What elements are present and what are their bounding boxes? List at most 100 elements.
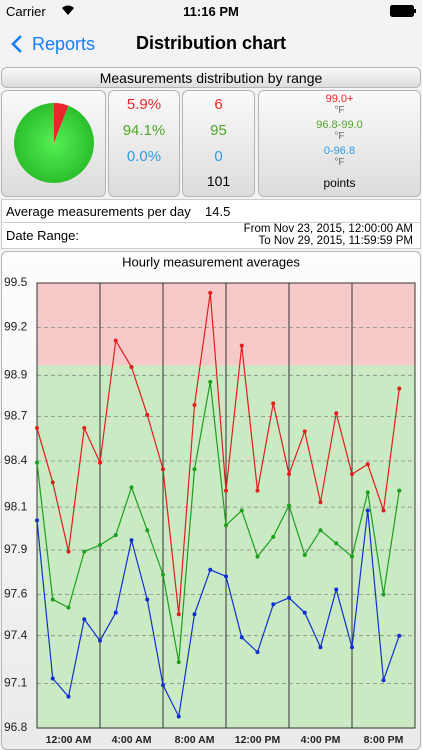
data-point: [397, 633, 402, 638]
percent-box: [108, 90, 180, 197]
back-chevron[interactable]: [10, 34, 24, 54]
y-tick-label: 96.8: [4, 720, 28, 734]
data-point: [113, 610, 118, 615]
x-tick-label: 4:00 PM: [301, 734, 341, 746]
data-point: [334, 587, 339, 592]
y-tick-label: 97.9: [4, 542, 28, 556]
data-point: [365, 508, 370, 513]
info-rows: [1, 199, 421, 249]
pie-slice: [14, 103, 94, 183]
distribution-header: Measurements distribution by range: [1, 67, 421, 88]
data-point: [302, 429, 307, 434]
data-point: [50, 597, 55, 602]
data-point: [176, 612, 181, 617]
data-point: [239, 635, 244, 640]
data-point: [161, 572, 165, 577]
data-point: [66, 694, 71, 699]
data-point: [239, 508, 244, 513]
data-point: [224, 523, 228, 528]
series-line: [36, 510, 400, 719]
data-point: [113, 338, 118, 343]
data-point: [350, 472, 354, 477]
legend-box: [258, 90, 421, 197]
wifi-icon: [62, 5, 74, 15]
y-tick-label: 97.1: [4, 676, 28, 690]
battery-icon: [390, 5, 416, 17]
data-point: [129, 538, 134, 543]
data-point: [224, 488, 228, 493]
data-point: [145, 528, 150, 533]
data-point: [302, 552, 307, 557]
data-point: [176, 714, 181, 719]
data-point: [334, 541, 339, 546]
row-divider: [1, 222, 421, 223]
data-point: [271, 534, 276, 539]
data-point: [192, 402, 197, 407]
data-point: [208, 567, 213, 572]
y-tick-label: 99.2: [4, 320, 28, 334]
total-count: 101: [206, 173, 231, 189]
data-point: [176, 660, 181, 665]
data-point: [145, 597, 150, 602]
range-unit: °F: [334, 157, 345, 168]
data-point: [397, 488, 402, 493]
count: 95: [210, 122, 227, 139]
range-label: 0-96.8: [323, 145, 356, 157]
range-unit: °F: [334, 105, 345, 116]
data-point: [98, 460, 102, 465]
distribution-title: Measurements distribution by range: [99, 70, 323, 86]
data-point: [66, 549, 71, 554]
data-point: [98, 543, 102, 548]
average-value: 14.5: [205, 204, 231, 219]
data-point: [98, 638, 102, 643]
series-line: [36, 381, 400, 663]
data-point: [129, 365, 134, 370]
data-point: [82, 617, 87, 622]
data-point: [287, 595, 291, 600]
chart-title: Hourly measurement averages: [122, 254, 300, 269]
y-tick-label: 98.1: [4, 499, 28, 513]
data-point: [287, 503, 291, 508]
back-button[interactable]: Reports: [32, 34, 96, 54]
x-tick-label: 8:00 AM: [175, 734, 215, 746]
x-tick-label: 12:00 PM: [235, 734, 281, 746]
date-from: From Nov 23, 2015, 12:00:00 AM: [243, 223, 413, 235]
count: 0: [214, 148, 223, 165]
data-point: [255, 488, 260, 493]
data-point: [255, 650, 260, 655]
data-point: [208, 379, 213, 384]
date-to: To Nov 29, 2015, 11:59:59 PM: [258, 235, 414, 247]
data-point: [35, 460, 39, 465]
data-point: [287, 472, 291, 477]
data-point: [381, 678, 386, 683]
pie-chart: [14, 103, 94, 183]
pie-slice: [54, 103, 69, 143]
data-point: [82, 549, 87, 554]
data-point: [224, 574, 228, 579]
data-point: [271, 602, 276, 607]
data-point: [255, 554, 260, 559]
data-point: [82, 426, 87, 431]
percent: 0.0%: [126, 148, 162, 165]
range-label: 96.8-99.0: [316, 119, 363, 131]
x-tick-label: 8:00 PM: [364, 734, 404, 746]
data-point: [129, 485, 134, 490]
y-tick-label: 98.7: [4, 409, 28, 423]
data-point: [145, 412, 150, 417]
y-tick-label: 98.4: [4, 453, 28, 467]
carrier: Carrier: [6, 4, 46, 19]
data-point: [365, 462, 370, 467]
x-tick-label: 4:00 AM: [112, 734, 152, 746]
percent: 94.1%: [122, 122, 166, 139]
date-range-label: Date Range:: [6, 228, 79, 243]
range-unit: °F: [334, 131, 345, 142]
data-point: [365, 490, 370, 495]
data-point: [113, 533, 118, 538]
count-box: [182, 90, 255, 197]
average-label: Average measurements per day: [6, 204, 191, 219]
data-point: [397, 386, 402, 391]
y-tick-label: 97.4: [4, 628, 28, 642]
data-point: [334, 411, 339, 416]
data-point: [66, 605, 71, 610]
